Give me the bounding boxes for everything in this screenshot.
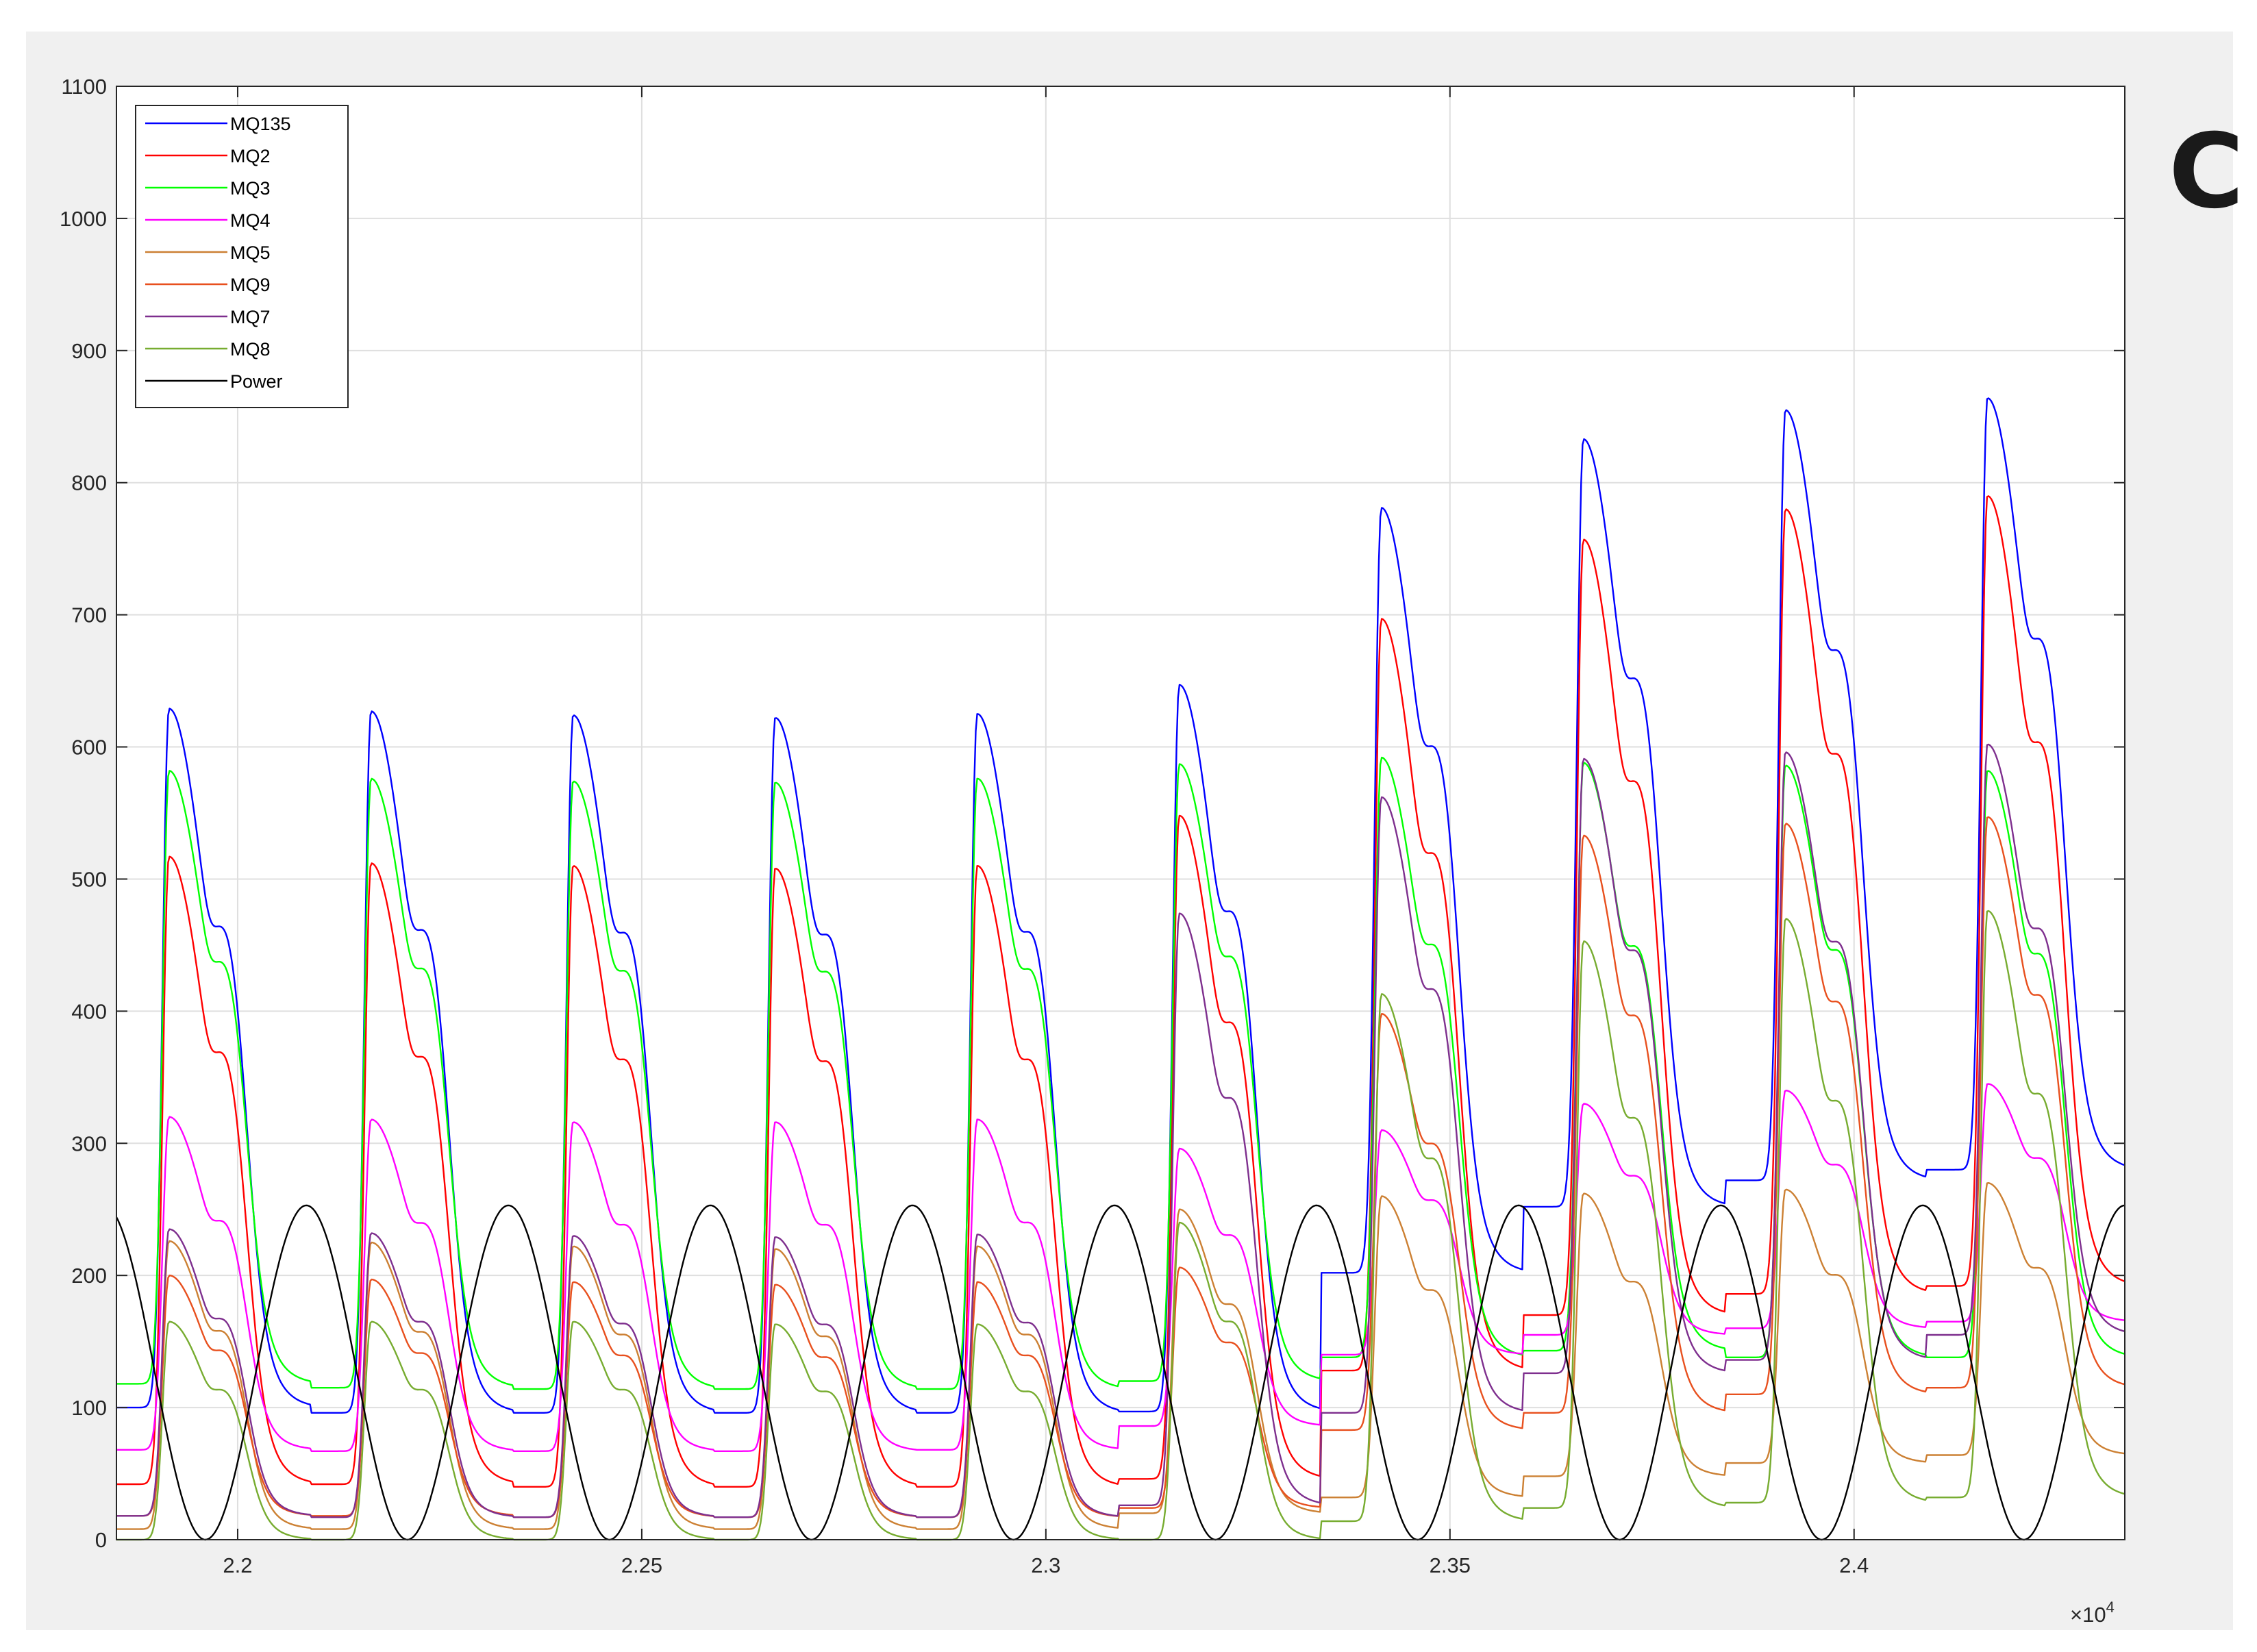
series-line-mq7 [116,743,2125,1518]
y-tick-label: 900 [71,339,107,363]
y-tick-label: 1100 [61,75,107,99]
y-tick-label: 200 [71,1264,107,1288]
axis-ticks: 0 100 200 300 400 500 600 700 800 900 1000 1100 2.2 2… [60,75,2125,1577]
y-tick-label: 700 [71,603,107,627]
y-tick-label: 600 [71,736,107,760]
grid [116,86,2125,1540]
legend-label: MQ4 [230,210,271,231]
y-tick-label: 300 [71,1131,107,1155]
figure-background: 0 100 200 300 400 500 600 700 800 900 1000 1100 2.2 2… [26,32,2244,1630]
plot-frame [116,86,2125,1540]
series-group [115,397,2125,1541]
x-exponent-power: 4 [2106,1599,2115,1616]
y-tick-label: 1000 [60,207,107,231]
y-tick-label: 0 [95,1528,107,1552]
plot-area [116,86,2125,1540]
legend-label: Power [230,371,283,392]
x-axis-exponent: ×104 [2070,1599,2115,1627]
legend-label: MQ135 [230,114,291,134]
series-line-mq4 [116,1083,2125,1452]
series-line-power [115,1204,2125,1541]
x-tick-label: 2.25 [621,1553,662,1577]
series-line-mq5 [116,1182,2125,1530]
panel-label: C [2169,112,2245,231]
x-exponent-base: ×10 [2070,1603,2106,1627]
x-tick-label: 2.4 [1839,1553,1869,1577]
series-line-mq3 [116,756,2125,1390]
legend-label: MQ7 [230,307,271,327]
y-tick-label: 800 [71,471,107,495]
y-tick-label: 100 [71,1396,107,1420]
line-chart: 0 100 200 300 400 500 600 700 800 900 1000 1100 2.2 2… [60,75,2125,1627]
legend-label: MQ3 [230,178,271,199]
legend-label: MQ9 [230,275,271,295]
series-line-mq9 [116,816,2125,1518]
series-line-mq2 [116,495,2125,1488]
legend-label: MQ5 [230,242,271,263]
x-tick-label: 2.35 [1430,1553,1471,1577]
legend-label: MQ8 [230,339,271,360]
legend[interactable]: MQ135 MQ2 MQ3 MQ4 MQ5 MQ9 MQ7 MQ8 Power [135,105,349,408]
x-tick-label: 2.3 [1031,1553,1060,1577]
y-tick-label: 500 [71,867,107,891]
y-tick-label: 400 [71,999,107,1023]
x-tick-label: 2.2 [223,1553,252,1577]
legend-label: MQ2 [230,146,271,166]
